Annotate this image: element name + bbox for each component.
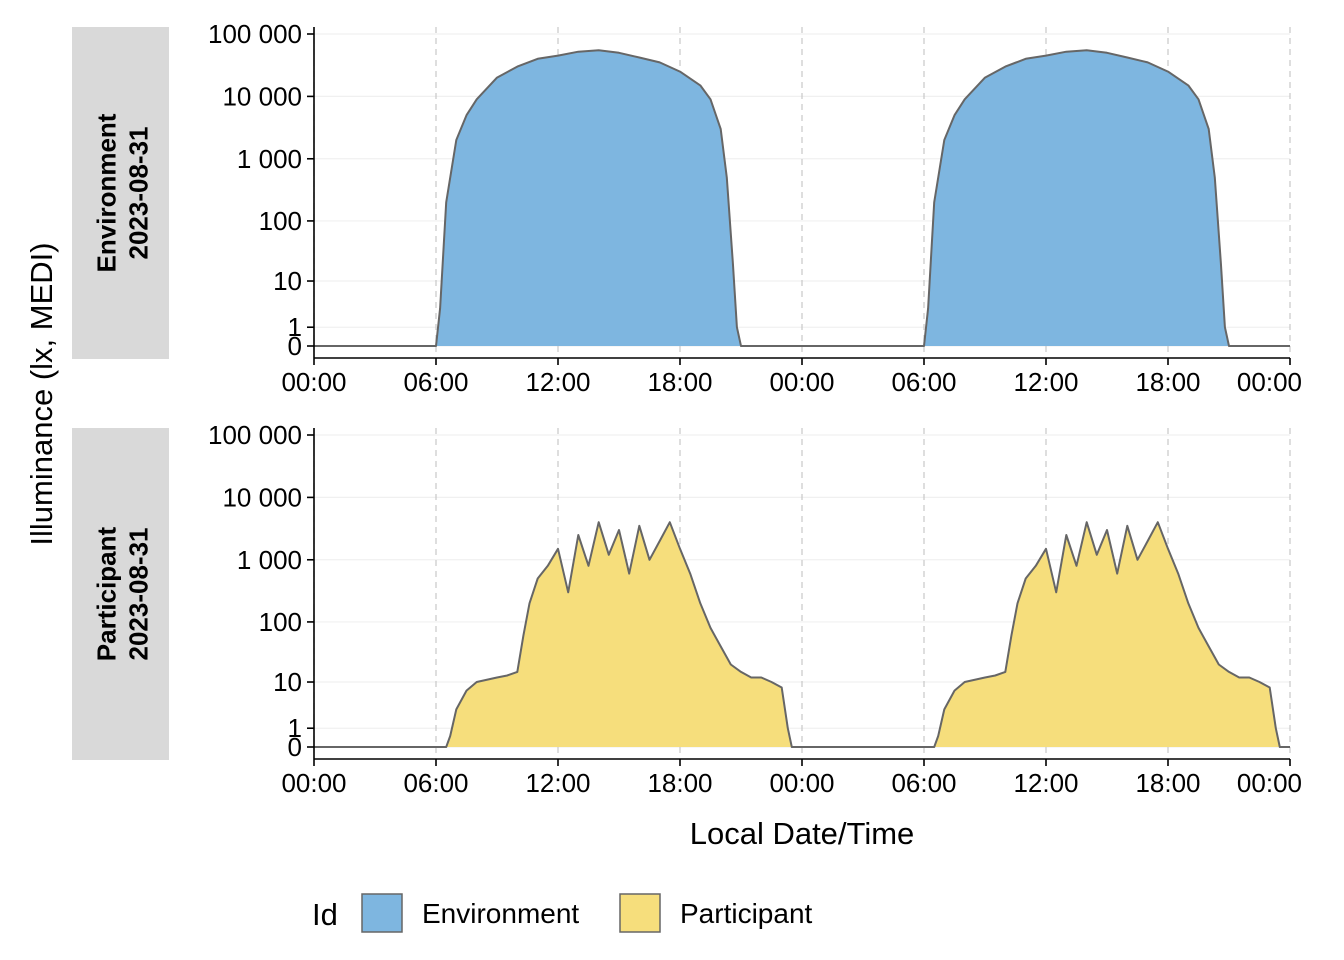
x-tick-label: 00:00 (1237, 367, 1302, 397)
x-tick-label: 12:00 (525, 367, 590, 397)
x-tick-label: 00:00 (769, 768, 834, 798)
x-tick-label: 00:00 (769, 367, 834, 397)
legend-swatch (619, 893, 661, 933)
strip-background (72, 27, 169, 359)
strip-label-date: 2023-08-31 (124, 127, 154, 260)
y-tick-label: 10 (273, 667, 302, 697)
y-tick-label: 0 (288, 331, 302, 361)
strip-label-id: Participant (92, 526, 122, 661)
y-tick-label: 100 000 (208, 420, 302, 450)
y-tick-label: 10 000 (222, 482, 302, 512)
x-tick-label: 12:00 (525, 768, 590, 798)
panel-participant: Participant2023-08-31 01 10 100 1 000 10 000 1… (72, 420, 1302, 798)
strip-label-id: Environment (92, 113, 122, 272)
strip-label: Participant2023-08-31 (92, 526, 154, 661)
x-tick-label: 18:00 (1135, 367, 1200, 397)
x-tick-label: 00:00 (1237, 768, 1302, 798)
x-axis-title: Local Date/Time (690, 816, 915, 851)
y-tick-label: 1 000 (237, 144, 302, 174)
y-tick-label: 10 000 (222, 81, 302, 111)
y-tick-label: 10 (273, 266, 302, 296)
x-tick-label: 18:00 (647, 367, 712, 397)
x-tick-label: 06:00 (403, 367, 468, 397)
series-area-participant (314, 522, 1290, 747)
panel-environment: Environment2023-08-31 01 10 100 1 000 10 000 1… (72, 19, 1302, 397)
x-tick-label: 00:00 (281, 768, 346, 798)
facet-strip: Environment2023-08-31 (72, 27, 169, 359)
y-tick-label: 1 000 (237, 545, 302, 575)
x-tick-label: 18:00 (1135, 768, 1200, 798)
y-axis-title: Illuminance (lx, MEDI) (24, 242, 59, 545)
y-tick-label: 1 (288, 713, 302, 743)
y-tick-label: 100 (259, 206, 302, 236)
x-tick-label: 00:00 (281, 367, 346, 397)
x-tick-label: 06:00 (891, 367, 956, 397)
y-tick-label: 100 (259, 607, 302, 637)
x-tick-label: 12:00 (1013, 367, 1078, 397)
facet-strip: Participant2023-08-31 (72, 428, 169, 760)
x-tick-label: 18:00 (647, 768, 712, 798)
strip-background (72, 428, 169, 760)
y-tick-label: 1 (288, 312, 302, 342)
strip-label: Environment2023-08-31 (92, 113, 154, 272)
x-tick-label: 06:00 (891, 768, 956, 798)
x-tick-label: 06:00 (403, 768, 468, 798)
strip-label-date: 2023-08-31 (124, 528, 154, 661)
legend-label: Environment (422, 898, 579, 929)
series-area-environment (314, 50, 1290, 346)
y-tick-label: 100 000 (208, 19, 302, 49)
x-tick-label: 12:00 (1013, 768, 1078, 798)
legend-title: Id (312, 897, 338, 932)
legend: Id Environment Participant (312, 893, 813, 933)
y-tick-label: 0 (288, 732, 302, 762)
series-line-participant (314, 521, 1290, 748)
legend-item-environment: Environment (361, 893, 579, 933)
legend-item-participant: Participant (619, 893, 813, 933)
legend-swatch (361, 893, 403, 933)
legend-label: Participant (680, 898, 813, 929)
series-line-environment (314, 49, 1290, 347)
